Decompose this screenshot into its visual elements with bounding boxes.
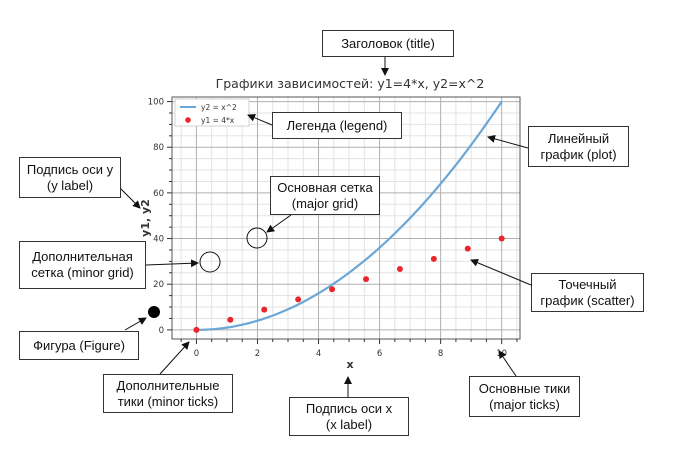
minor-ticks-arrow — [159, 341, 190, 375]
ylabel-arrow — [119, 187, 141, 209]
scatter-point — [295, 296, 302, 303]
line-data-point — [500, 100, 503, 103]
legend-entry-label: y1 = 4*x — [201, 116, 235, 125]
x-axis-label: x — [346, 358, 353, 371]
major-grid-marker-circle — [246, 227, 268, 249]
line-data-point — [331, 283, 333, 286]
legend-callout: Легенда (legend) — [272, 112, 402, 139]
line-data-point — [263, 317, 266, 320]
line-data-point — [365, 258, 367, 261]
y-tick-label: 20 — [153, 280, 164, 290]
legend-entry-label: y2 = x^2 — [201, 103, 237, 112]
y-tick-label: 60 — [153, 189, 164, 199]
scatter-point — [498, 235, 505, 242]
major-grid-arrow — [266, 214, 292, 233]
x-tick-label: 8 — [438, 349, 443, 359]
x-tick-label: 0 — [194, 349, 199, 359]
scatter-point — [430, 255, 437, 262]
plot-callout: Линейный график (plot) — [528, 126, 629, 167]
scatter-callout: Точечный график (scatter) — [531, 273, 644, 312]
scatter-point — [261, 306, 268, 313]
line-data-point — [433, 190, 435, 193]
x-tick-label: 6 — [377, 349, 382, 359]
scatter-point — [227, 316, 234, 323]
y-tick-label: 40 — [153, 235, 164, 245]
y-tick-label: 100 — [148, 98, 164, 108]
plot-arrow — [487, 134, 529, 149]
major-ticks-arrow — [498, 350, 517, 377]
figure-callout: Фигура (Figure) — [19, 331, 139, 360]
series-line-y2 — [196, 100, 503, 331]
x-tick-label: 10 — [496, 349, 507, 359]
scatter-point — [363, 276, 370, 283]
ylabel-callout: Подпись оси y (y label) — [19, 157, 121, 198]
annotation-arrows — [119, 57, 532, 397]
xlabel-callout: Подпись оси x (x label) — [289, 397, 409, 436]
line-data-point — [229, 326, 232, 328]
major-ticks-callout: Основные тики (major ticks) — [469, 376, 580, 417]
series-group — [193, 100, 505, 333]
scatter-point — [329, 286, 336, 293]
legend-dot-swatch — [185, 117, 191, 123]
legend: y2 = x^2 y1 = 4*x — [174, 98, 250, 127]
major-grid-callout: Основная сетка (major grid) — [270, 176, 380, 215]
scatter-point — [193, 326, 200, 333]
minor-grid-callout: Дополнительная сетка (minor grid) — [19, 241, 146, 289]
title-callout: Заголовок (title) — [322, 30, 454, 57]
y-tick-label: 80 — [153, 143, 164, 153]
minor-ticks-callout: Дополнительные тики (minor ticks) — [103, 374, 233, 413]
line-data-point — [399, 227, 401, 230]
y-axis-label: y1, y2 — [139, 199, 152, 237]
x-tick-label: 2 — [255, 349, 260, 359]
scatter-point — [396, 265, 403, 272]
scatter-point — [464, 245, 471, 252]
plot-frame — [171, 96, 521, 340]
chart-title: Графики зависимостей: y1=4*x, y2=x^2 — [216, 76, 485, 91]
figure-marker-dot — [148, 306, 160, 318]
y-tick-label: 0 — [159, 326, 164, 336]
line-data-point — [466, 148, 469, 151]
scatter-arrow — [470, 259, 532, 286]
minor-grid-arrow — [145, 259, 199, 268]
line-data-point — [297, 303, 299, 306]
minor-grid-marker-circle — [199, 251, 221, 273]
figure-arrow — [124, 317, 147, 331]
x-tick-label: 4 — [316, 349, 321, 359]
legend-arrow — [247, 114, 273, 126]
